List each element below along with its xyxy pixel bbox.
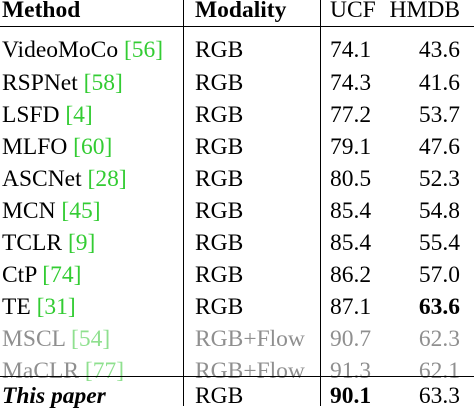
- method-cell: MLFO [60]: [2, 129, 112, 165]
- method-cell: ASCNet [28]: [2, 161, 127, 197]
- hmdb-cell: 57.0: [418, 262, 460, 288]
- hmdb-cell: 54.8: [418, 198, 460, 224]
- hmdb-cell: 47.6: [418, 134, 460, 160]
- ucf-cell: 87.1: [330, 294, 372, 320]
- method-name: This paper: [2, 383, 106, 409]
- method-cell: TE [31]: [2, 289, 76, 325]
- hmdb-cell: 43.6: [418, 37, 460, 63]
- ucf-cell: 91.3: [330, 358, 372, 384]
- table-row-muted: MaCLR [77] RGB+Flow 91.3 62.1: [0, 353, 474, 389]
- method-cell: LSFD [4]: [2, 97, 93, 133]
- table-row: MLFO [60] RGB 79.1 47.6: [0, 129, 474, 165]
- table-row: ASCNet [28] RGB 80.5 52.3: [0, 161, 474, 197]
- citation-link[interactable]: [9]: [67, 230, 96, 256]
- method-name: TCLR: [2, 230, 63, 256]
- modality-cell: RGB: [195, 102, 244, 128]
- table-header: Method Modality UCF HMDB: [0, 0, 474, 28]
- citation-link[interactable]: [77]: [84, 358, 125, 384]
- method-name: RSPNet: [2, 70, 78, 96]
- table-row: MCN [45] RGB 85.4 54.8: [0, 193, 474, 229]
- method-cell: TCLR [9]: [2, 225, 95, 261]
- method-name: MLFO: [2, 134, 68, 160]
- ucf-cell: 85.4: [330, 230, 372, 256]
- header-ucf: UCF: [330, 0, 376, 23]
- hmdb-cell: 62.1: [418, 358, 460, 384]
- method-cell: VideoMoCo [56]: [2, 32, 163, 68]
- citation-link[interactable]: [28]: [87, 166, 127, 192]
- method-cell: MSCL [54]: [2, 321, 110, 357]
- table-row-ours: This paper RGB 90.1 63.3: [0, 378, 474, 414]
- citation-link[interactable]: [31]: [36, 294, 76, 320]
- ucf-cell: 79.1: [330, 134, 372, 160]
- citation-link[interactable]: [45]: [61, 198, 101, 224]
- table-row: LSFD [4] RGB 77.2 53.7: [0, 97, 474, 133]
- method-name: MCN: [2, 198, 56, 224]
- table-row-muted: MSCL [54] RGB+Flow 90.7 62.3: [0, 321, 474, 357]
- column-divider: [320, 0, 321, 406]
- method-name: MSCL: [2, 326, 66, 352]
- ucf-cell: 80.5: [330, 166, 372, 192]
- method-name: VideoMoCo: [2, 37, 119, 63]
- hmdb-cell: 41.6: [418, 70, 460, 96]
- modality-cell: RGB: [195, 230, 244, 256]
- method-name: MaCLR: [2, 358, 80, 384]
- modality-cell: RGB: [195, 383, 244, 409]
- citation-link[interactable]: [74]: [42, 262, 82, 288]
- column-divider: [183, 0, 184, 406]
- method-cell: MCN [45]: [2, 193, 101, 229]
- modality-cell: RGB: [195, 37, 244, 63]
- table-row: TCLR [9] RGB 85.4 55.4: [0, 225, 474, 261]
- hmdb-cell: 63.3: [418, 383, 460, 409]
- citation-link[interactable]: [54]: [71, 326, 111, 352]
- method-cell: MaCLR [77]: [2, 353, 124, 389]
- header-method: Method: [2, 0, 81, 23]
- table-row: RSPNet [58] RGB 74.3 41.6: [0, 65, 474, 101]
- citation-link[interactable]: [4]: [65, 102, 93, 128]
- modality-cell: RGB: [195, 166, 244, 192]
- hmdb-cell: 53.7: [418, 102, 460, 128]
- ucf-cell: 77.2: [330, 102, 372, 128]
- ucf-cell: 90.7: [330, 326, 372, 352]
- table-row: CtP [74] RGB 86.2 57.0: [0, 257, 474, 293]
- citation-link[interactable]: [60]: [73, 134, 113, 160]
- method-name: LSFD: [2, 102, 60, 128]
- modality-cell: RGB+Flow: [195, 326, 305, 352]
- ucf-cell: 74.3: [330, 70, 372, 96]
- modality-cell: RGB: [195, 294, 244, 320]
- method-cell: CtP [74]: [2, 257, 81, 293]
- final-rule: [0, 376, 474, 377]
- ucf-cell: 86.2: [330, 262, 372, 288]
- header-modality: Modality: [195, 0, 287, 23]
- hmdb-cell: 52.3: [418, 166, 460, 192]
- hmdb-cell-best: 63.6: [418, 294, 460, 320]
- ucf-cell-best: 90.1: [330, 383, 372, 409]
- table-row: VideoMoCo [56] RGB 74.1 43.6: [0, 32, 474, 68]
- method-cell: RSPNet [58]: [2, 65, 123, 101]
- modality-cell: RGB: [195, 262, 244, 288]
- method-name: CtP: [2, 262, 37, 288]
- modality-cell: RGB: [195, 134, 244, 160]
- ucf-cell: 85.4: [330, 198, 372, 224]
- method-name: ASCNet: [2, 166, 82, 192]
- hmdb-cell: 55.4: [418, 230, 460, 256]
- table-row: TE [31] RGB 87.1 63.6: [0, 289, 474, 325]
- citation-link[interactable]: [58]: [83, 70, 123, 96]
- hmdb-cell: 62.3: [418, 326, 460, 352]
- header-hmdb: HMDB: [389, 0, 460, 23]
- header-rule: [0, 26, 474, 27]
- modality-cell: RGB: [195, 70, 244, 96]
- citation-link[interactable]: [56]: [123, 37, 164, 63]
- method-name: TE: [2, 294, 31, 320]
- modality-cell: RGB+Flow: [195, 358, 305, 384]
- modality-cell: RGB: [195, 198, 244, 224]
- ucf-cell: 74.1: [330, 37, 372, 63]
